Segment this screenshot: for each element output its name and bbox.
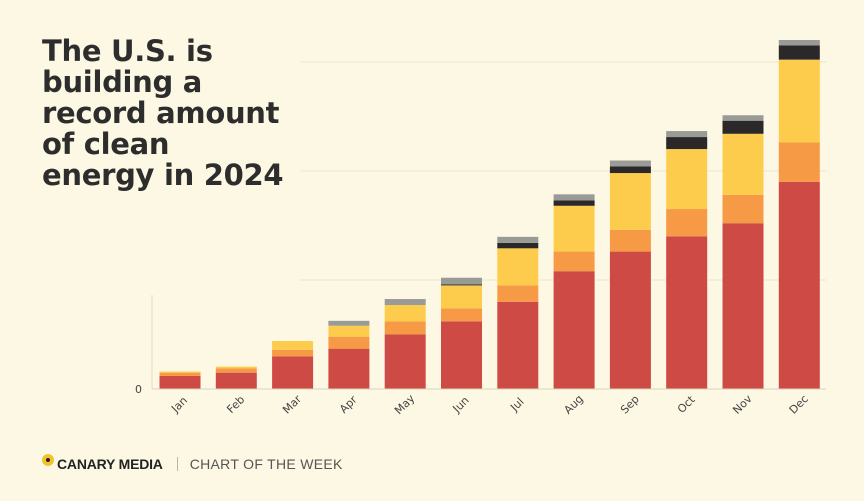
- bar-segment: [778, 45, 820, 60]
- bar-segment: [272, 356, 314, 389]
- x-tick-label: Dec: [787, 392, 811, 416]
- bar-segment: [609, 166, 651, 174]
- y-tick-label: 0: [135, 383, 142, 396]
- bar-segment: [497, 242, 539, 249]
- bar-segment: [666, 209, 708, 237]
- x-tick-label: Apr: [337, 393, 360, 416]
- bar-segment: [328, 348, 370, 389]
- bar-segment: [497, 236, 539, 243]
- bar-segment: [553, 271, 595, 389]
- bar-segment: [441, 277, 482, 285]
- bar-segment: [722, 115, 764, 121]
- bar-segment: [497, 285, 539, 302]
- bar-segment: [384, 305, 426, 322]
- title-line: record amount: [42, 96, 280, 130]
- footer-tagline: CHART OF THE WEEK: [189, 456, 343, 472]
- bar-segment: [328, 336, 370, 349]
- bar-segment: [666, 131, 708, 138]
- bar-segment: [553, 194, 595, 201]
- bar-segment: [441, 285, 482, 309]
- bar-segment: [215, 372, 257, 389]
- bar-segment: [666, 149, 708, 210]
- bar-segment: [159, 372, 201, 376]
- bar-segment: [441, 321, 482, 389]
- x-tick-label: Mar: [280, 392, 304, 416]
- bar-segment: [272, 349, 314, 357]
- bar-segment: [553, 200, 595, 206]
- x-tick-label: Aug: [561, 392, 585, 416]
- brand-name: CANARY MEDIA: [57, 456, 163, 472]
- bar-segment: [497, 248, 539, 286]
- bar-segment: [384, 321, 426, 335]
- bar-segment: [609, 173, 651, 230]
- x-tick-label: Nov: [730, 392, 755, 417]
- bar-segment: [666, 137, 708, 150]
- bar-segment: [384, 334, 426, 389]
- bar-segment: [722, 133, 764, 195]
- bar-segment: [553, 205, 595, 252]
- bar-segment: [722, 120, 764, 134]
- bar-segment: [159, 375, 201, 389]
- canary-logo-icon: [42, 454, 54, 466]
- bar-segment: [328, 320, 370, 326]
- title-line: building a: [42, 65, 203, 99]
- x-tick-label: Jun: [450, 394, 472, 416]
- bar-segment: [609, 251, 651, 389]
- bar-segment: [722, 194, 764, 224]
- bar-segment: [441, 308, 482, 322]
- x-tick-label: Jul: [507, 395, 526, 414]
- bar-segment: [778, 142, 820, 182]
- bar-segment: [778, 181, 820, 389]
- bar-segment: [609, 160, 651, 167]
- x-tick-label: May: [392, 392, 418, 418]
- bar-segment: [722, 223, 764, 389]
- chart-title: The U.S. is building a record amount of …: [42, 36, 342, 191]
- x-tick-label: Feb: [224, 393, 247, 416]
- bar-segment: [328, 325, 370, 337]
- bar-segment: [609, 229, 651, 252]
- footer-divider: [176, 457, 178, 471]
- bar-segment: [666, 236, 708, 389]
- x-tick-label: Sep: [618, 393, 642, 417]
- title-line: of clean: [42, 127, 170, 161]
- bar-segment: [159, 371, 201, 373]
- x-tick-label: Jan: [168, 394, 190, 416]
- bar-segment: [553, 251, 595, 272]
- bar-segment: [441, 284, 482, 286]
- bar-segment: [272, 341, 314, 350]
- x-tick-label: Oct: [675, 393, 698, 416]
- footer: CANARY MEDIA CHART OF THE WEEK: [42, 452, 343, 476]
- bar-segment: [215, 368, 257, 373]
- bar-segment: [215, 366, 257, 369]
- bar-segment: [778, 59, 820, 143]
- bar-segment: [778, 40, 820, 46]
- title-line: energy in 2024: [42, 158, 284, 192]
- bar-segment: [497, 301, 539, 389]
- bar-segment: [384, 299, 426, 306]
- title-line: The U.S. is: [42, 34, 213, 68]
